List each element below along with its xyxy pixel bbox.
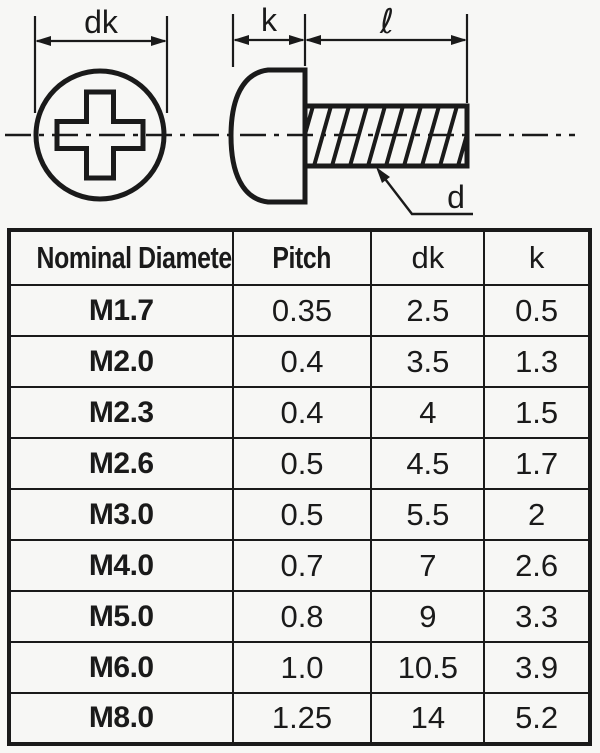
table-row: M2.0 0.4 3.5 1.3 bbox=[8, 335, 591, 388]
phillips-cross bbox=[54, 89, 146, 181]
thread-hatching bbox=[307, 108, 465, 164]
d-leader-line bbox=[378, 170, 473, 216]
cell-dk: 5.5 bbox=[370, 488, 486, 541]
head-outline-circle bbox=[33, 68, 167, 202]
length-dimension-label: ℓ bbox=[379, 2, 394, 42]
cell-k: 1.5 bbox=[483, 386, 591, 439]
cell-nominal: M2.6 bbox=[8, 437, 234, 490]
cell-nominal: M6.0 bbox=[8, 641, 234, 694]
cell-nominal: M1.7 bbox=[8, 284, 234, 337]
side-view: k ℓ d bbox=[228, 2, 473, 216]
table-row: M6.0 1.0 10.5 3.9 bbox=[8, 641, 591, 694]
cell-pitch: 0.7 bbox=[231, 539, 373, 592]
screw-drawing-svg: dk k ℓ bbox=[5, 2, 575, 216]
cell-dk: 9 bbox=[370, 590, 486, 643]
table-row: M5.0 0.8 9 3.3 bbox=[8, 590, 591, 643]
arrowhead-right-icon bbox=[451, 35, 467, 45]
cell-pitch: 0.35 bbox=[231, 284, 373, 337]
cell-dk: 3.5 bbox=[370, 335, 486, 388]
screw-dimension-diagram: dk k ℓ bbox=[0, 0, 600, 226]
cell-pitch: 0.4 bbox=[231, 386, 373, 439]
front-view: dk bbox=[33, 4, 169, 202]
table-row: M3.0 0.5 5.5 2 bbox=[8, 488, 591, 541]
cell-k: 5.2 bbox=[483, 692, 591, 745]
table-row: M4.0 0.7 7 2.6 bbox=[8, 539, 591, 592]
k-dimension-label: k bbox=[261, 2, 278, 38]
cell-dk: 2.5 bbox=[370, 284, 486, 337]
cell-k: 1.3 bbox=[483, 335, 591, 388]
cell-nominal: M5.0 bbox=[8, 590, 234, 643]
cell-nominal: M8.0 bbox=[8, 692, 234, 745]
head-profile bbox=[228, 67, 308, 205]
cell-k: 3.3 bbox=[483, 590, 591, 643]
cell-k: 0.5 bbox=[483, 284, 591, 337]
screw-spec-table: Nominal Diameter Pitch dk k M1.7 0.35 2.… bbox=[7, 228, 592, 746]
cell-dk: 4.5 bbox=[370, 437, 486, 490]
arrowhead-right-icon bbox=[151, 36, 167, 46]
cell-pitch: 0.8 bbox=[231, 590, 373, 643]
arrowhead-right-icon bbox=[289, 35, 305, 45]
cell-dk: 10.5 bbox=[370, 641, 486, 694]
cell-pitch: 1.0 bbox=[231, 641, 373, 694]
header-nominal-diameter: Nominal Diameter bbox=[8, 229, 234, 286]
table-header-row: Nominal Diameter Pitch dk k bbox=[8, 229, 591, 286]
arrowhead-left-icon bbox=[35, 36, 51, 46]
cell-k: 2 bbox=[483, 488, 591, 541]
header-k: k bbox=[483, 229, 591, 286]
header-dk: dk bbox=[370, 229, 486, 286]
table-row: M2.6 0.5 4.5 1.7 bbox=[8, 437, 591, 490]
cell-nominal: M3.0 bbox=[8, 488, 234, 541]
cell-pitch: 0.5 bbox=[231, 437, 373, 490]
shaft-outline bbox=[302, 103, 470, 169]
arrowhead-up-left-icon bbox=[376, 167, 390, 183]
arrowhead-left-icon bbox=[305, 35, 321, 45]
cell-dk: 7 bbox=[370, 539, 486, 592]
cell-dk: 4 bbox=[370, 386, 486, 439]
arrowhead-left-icon bbox=[233, 35, 249, 45]
table-row: M1.7 0.35 2.5 0.5 bbox=[8, 284, 591, 337]
cell-k: 2.6 bbox=[483, 539, 591, 592]
cell-nominal: M2.3 bbox=[8, 386, 234, 439]
dk-dimension-label: dk bbox=[84, 4, 119, 40]
table-row: M2.3 0.4 4 1.5 bbox=[8, 386, 591, 439]
cell-dk: 14 bbox=[370, 692, 486, 745]
header-pitch: Pitch bbox=[231, 229, 373, 286]
cell-pitch: 1.25 bbox=[231, 692, 373, 745]
d-dimension-label: d bbox=[447, 179, 465, 215]
cell-k: 3.9 bbox=[483, 641, 591, 694]
cell-k: 1.7 bbox=[483, 437, 591, 490]
cell-pitch: 0.4 bbox=[231, 335, 373, 388]
cell-pitch: 0.5 bbox=[231, 488, 373, 541]
cell-nominal: M2.0 bbox=[8, 335, 234, 388]
table-row: M8.0 1.25 14 5.2 bbox=[8, 692, 591, 745]
cell-nominal: M4.0 bbox=[8, 539, 234, 592]
